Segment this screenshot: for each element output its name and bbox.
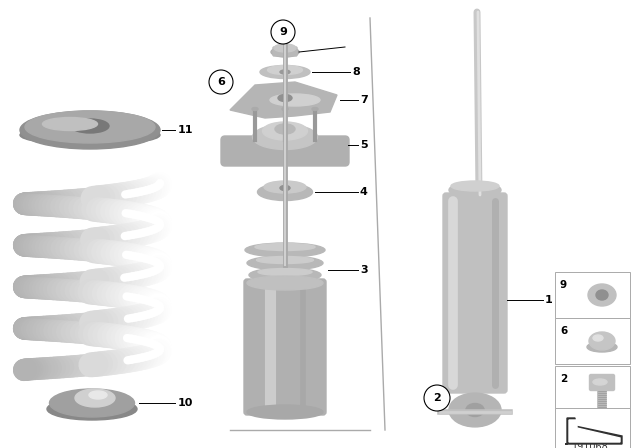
Ellipse shape <box>270 94 320 106</box>
Ellipse shape <box>247 405 323 419</box>
Ellipse shape <box>449 182 501 198</box>
Ellipse shape <box>258 268 312 276</box>
Ellipse shape <box>245 243 325 257</box>
Text: 9: 9 <box>279 27 287 37</box>
Circle shape <box>271 20 295 44</box>
Ellipse shape <box>451 181 499 191</box>
Ellipse shape <box>466 404 484 417</box>
Ellipse shape <box>275 124 295 134</box>
Text: 2: 2 <box>560 374 567 384</box>
Ellipse shape <box>20 111 160 149</box>
Text: 5: 5 <box>360 140 367 150</box>
Ellipse shape <box>312 108 318 111</box>
Ellipse shape <box>260 65 310 78</box>
FancyBboxPatch shape <box>443 193 507 393</box>
Ellipse shape <box>593 379 607 385</box>
Ellipse shape <box>593 335 603 341</box>
Ellipse shape <box>253 125 317 150</box>
Ellipse shape <box>587 342 617 352</box>
Ellipse shape <box>75 389 115 407</box>
Circle shape <box>209 70 233 94</box>
Ellipse shape <box>252 108 258 111</box>
FancyBboxPatch shape <box>244 279 326 415</box>
Circle shape <box>424 385 450 411</box>
Text: 10: 10 <box>178 398 193 408</box>
Ellipse shape <box>588 284 616 306</box>
Text: 9: 9 <box>560 280 567 290</box>
Bar <box>555 272 630 318</box>
Text: 4: 4 <box>360 187 368 197</box>
Ellipse shape <box>271 47 299 57</box>
Polygon shape <box>230 82 337 118</box>
Text: 2: 2 <box>433 393 441 403</box>
Ellipse shape <box>596 290 608 300</box>
Ellipse shape <box>257 184 312 201</box>
Ellipse shape <box>71 119 109 133</box>
Ellipse shape <box>264 181 306 193</box>
Ellipse shape <box>49 389 134 417</box>
Polygon shape <box>569 420 620 442</box>
Ellipse shape <box>274 44 296 52</box>
Ellipse shape <box>47 398 137 420</box>
Ellipse shape <box>247 276 323 290</box>
Ellipse shape <box>25 111 155 143</box>
Text: 191068: 191068 <box>572 442 609 448</box>
Ellipse shape <box>257 257 314 263</box>
Text: 8: 8 <box>352 67 360 77</box>
Ellipse shape <box>282 108 288 111</box>
Ellipse shape <box>20 125 160 145</box>
Ellipse shape <box>255 244 315 250</box>
Ellipse shape <box>449 393 501 427</box>
Ellipse shape <box>89 391 107 399</box>
FancyBboxPatch shape <box>589 375 614 391</box>
Text: 6: 6 <box>217 77 225 87</box>
Text: 6: 6 <box>560 326 567 336</box>
Ellipse shape <box>278 95 292 102</box>
Ellipse shape <box>268 65 303 74</box>
Text: 11: 11 <box>178 125 193 135</box>
Text: 1: 1 <box>545 295 553 305</box>
Polygon shape <box>565 418 622 444</box>
Text: 3: 3 <box>360 265 367 275</box>
Ellipse shape <box>262 122 307 140</box>
Ellipse shape <box>249 268 321 282</box>
Bar <box>555 318 630 364</box>
FancyBboxPatch shape <box>273 47 297 56</box>
Text: 7: 7 <box>360 95 368 105</box>
Bar <box>555 366 630 412</box>
Ellipse shape <box>280 185 290 190</box>
Ellipse shape <box>589 332 615 350</box>
Ellipse shape <box>42 117 97 130</box>
FancyBboxPatch shape <box>221 136 349 166</box>
Bar <box>555 408 630 448</box>
Ellipse shape <box>247 256 323 270</box>
Ellipse shape <box>280 70 290 74</box>
